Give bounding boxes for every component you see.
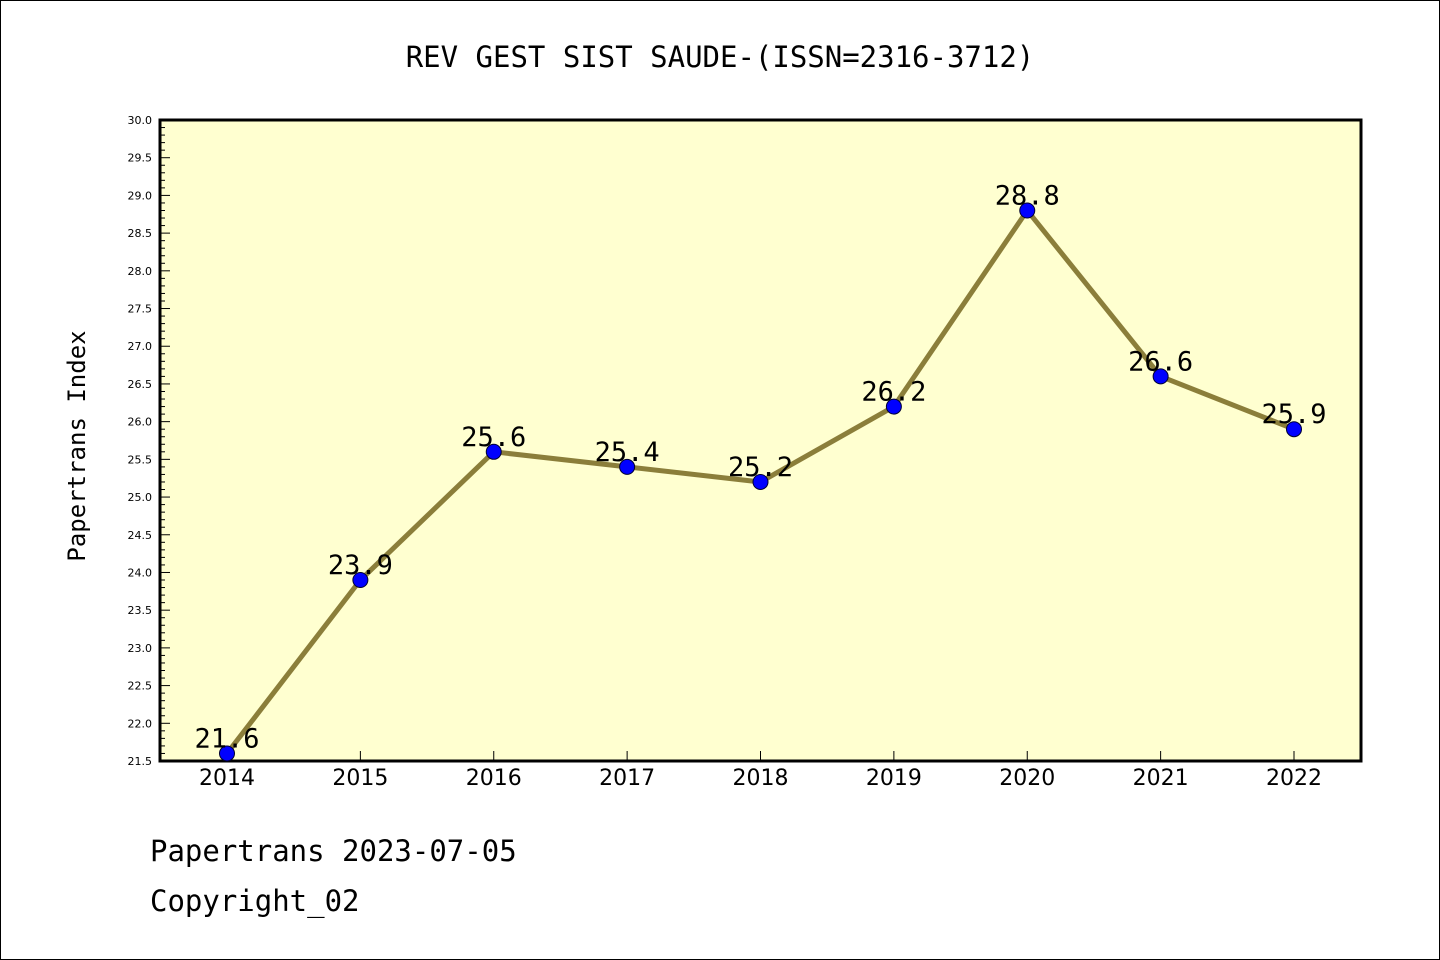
y-tick-label: 23.5 [128, 604, 153, 617]
y-tick-label: 24.5 [128, 529, 153, 542]
data-label: 26.6 [1128, 346, 1193, 377]
y-tick-label: 22.0 [128, 717, 153, 730]
footer-copyright: Copyright_02 [150, 884, 360, 918]
y-tick-label: 21.5 [128, 755, 153, 768]
data-point [485, 443, 502, 460]
x-tick-label: 2019 [866, 766, 922, 791]
y-tick-label: 24.0 [128, 566, 153, 579]
data-label: 25.2 [728, 452, 793, 483]
x-tick-label: 2020 [999, 766, 1055, 791]
data-point [752, 473, 769, 490]
data-label: 25.9 [1261, 399, 1326, 430]
y-tick-label: 27.5 [128, 303, 153, 316]
x-tick-label: 2021 [1133, 766, 1189, 791]
data-point [1152, 368, 1169, 385]
y-tick-label: 30.0 [128, 114, 153, 127]
y-tick-label: 29.5 [128, 152, 153, 165]
data-label: 23.9 [328, 550, 393, 581]
y-tick-label: 29.0 [128, 189, 153, 202]
y-tick-label: 26.0 [128, 416, 153, 429]
y-tick-label: 27.0 [128, 340, 153, 353]
y-tick-label: 23.0 [128, 642, 153, 655]
x-tick-label: 2016 [466, 766, 522, 791]
x-tick-label: 2022 [1266, 766, 1322, 791]
plot-area [158, 118, 1363, 763]
chart-title: REV GEST SIST SAUDE-(ISSN=2316-3712) [406, 40, 1035, 74]
data-point [1286, 421, 1302, 438]
x-tick-label: 2017 [599, 766, 655, 791]
data-point [352, 572, 369, 589]
y-tick-label: 28.0 [128, 265, 153, 278]
data-point [619, 458, 636, 475]
data-label: 25.4 [595, 437, 660, 468]
x-axis: 2014 2015 2016 2017 2018 2019 2020 2021 2022 [199, 751, 1322, 791]
x-tick-label: 2018 [733, 766, 789, 791]
data-label: 21.6 [194, 723, 259, 754]
y-axis-label: Papertrans Index [63, 330, 91, 561]
series-papertrans-index [219, 202, 1302, 762]
data-labels: 21.6 23.9 25.6 25.4 25.2 26.2 28.8 26.6 25.9 [194, 180, 1326, 754]
y-tick-label: 25.0 [128, 491, 153, 504]
y-tick-label: 28.5 [128, 227, 153, 240]
x-tick-label: 2015 [332, 766, 388, 791]
data-point [219, 745, 235, 762]
y-tick-label: 26.5 [128, 378, 153, 391]
footer-date-line: Papertrans 2023-07-05 [150, 834, 517, 868]
x-tick-label: 2014 [199, 766, 255, 791]
data-label: 26.2 [861, 377, 926, 408]
data-point [1019, 202, 1036, 219]
data-point [885, 398, 902, 415]
y-tick-label: 25.5 [128, 453, 153, 466]
data-label: 25.6 [461, 422, 526, 453]
y-axis: 21.5 22.0 22.5 23.0 23.5 24.0 24.5 25.0 25.5 26.0… [128, 114, 170, 768]
data-label: 28.8 [995, 180, 1060, 211]
y-tick-label: 22.5 [128, 680, 153, 693]
